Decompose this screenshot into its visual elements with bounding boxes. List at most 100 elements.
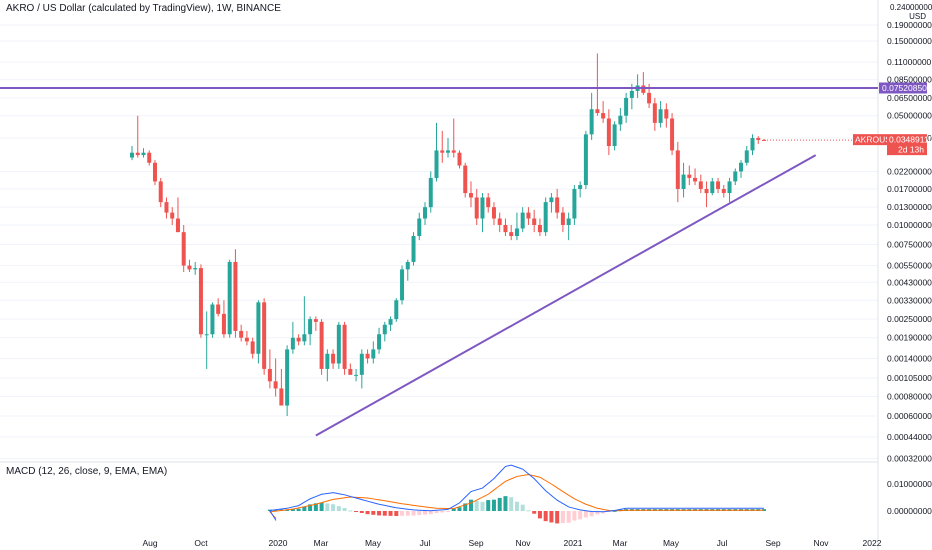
macd-histogram-bar: [583, 511, 588, 518]
candle-body: [181, 232, 186, 266]
candle-body: [704, 188, 709, 194]
macd-histogram-bar: [296, 508, 301, 511]
time-tick-label: Sep: [468, 538, 483, 548]
price-tick-label: 0.00105000: [887, 373, 932, 383]
candle-body: [733, 171, 738, 182]
candle-body: [652, 103, 657, 123]
candle-body: [543, 202, 548, 233]
price-tick-label: 0.01300000: [887, 202, 932, 212]
candle-body: [756, 138, 761, 140]
macd-histogram-bar: [325, 503, 330, 511]
candle-body: [417, 218, 422, 237]
candle-body: [256, 302, 261, 354]
time-tick-label: May: [663, 538, 680, 548]
candle-body: [359, 353, 364, 375]
time-tick-label: Jul: [420, 538, 431, 548]
time-tick-label: 2021: [564, 538, 583, 548]
candle-body: [302, 334, 307, 342]
candle-body: [583, 134, 588, 186]
candle-body: [744, 150, 749, 163]
time-tick-label: Nov: [813, 538, 829, 548]
price-tick-label: 0.00250000: [887, 314, 932, 324]
candle-body: [491, 207, 496, 219]
candle-body: [451, 150, 456, 153]
price-tick-label: 0.00330000: [887, 295, 932, 305]
candle-body: [509, 232, 514, 237]
candle-body: [739, 162, 744, 172]
candle-body: [423, 207, 428, 219]
top-partial-tick: 0.24000000: [890, 3, 932, 12]
macd-histogram-bar: [290, 508, 295, 511]
candle-body: [262, 302, 267, 369]
level-badge: [879, 82, 927, 94]
candle-body: [152, 162, 157, 182]
candle-body: [468, 193, 473, 198]
price-tick-label: 0.02200000: [887, 166, 932, 176]
candles: [130, 53, 766, 416]
symbol-badge-text: AKROUSD: [855, 135, 897, 145]
candle-body: [727, 181, 732, 194]
candle-body: [658, 109, 663, 123]
macd-histogram-bar: [468, 499, 473, 511]
macd-histogram-bar: [382, 511, 387, 516]
price-tick-label: 0.19000000: [887, 20, 932, 30]
candle-body: [175, 218, 180, 233]
candle-body: [267, 368, 272, 382]
support-trendline: [315, 154, 817, 437]
candle-body: [319, 321, 324, 369]
candle-body: [474, 197, 479, 219]
candle-body: [198, 268, 203, 335]
macd-histogram-bar: [451, 508, 456, 511]
macd-histogram-bar: [549, 511, 554, 523]
candle-body: [348, 368, 353, 375]
macd-histogram-bar: [440, 511, 445, 513]
candle-body: [497, 218, 502, 225]
macd-histogram-bar: [446, 511, 450, 512]
macd-tick-label: 0.01000000: [887, 479, 932, 489]
candle-body: [486, 197, 491, 208]
time-tick-label: Aug: [142, 538, 157, 548]
candle-body: [342, 324, 347, 369]
time-tick-label: May: [365, 538, 382, 548]
macd-histogram-bar: [331, 504, 336, 511]
macd-histogram-bar: [497, 497, 502, 511]
chart-title: AKRO / US Dollar (calculated by TradingV…: [6, 3, 281, 14]
candle-body: [618, 115, 623, 125]
candle-body: [233, 261, 238, 331]
candle-body: [434, 150, 439, 178]
candle-body: [290, 337, 295, 350]
macd-histogram-bar: [308, 504, 313, 511]
macd-histogram-bar: [354, 511, 359, 512]
macd-tick-label: 0.00000000: [887, 506, 932, 516]
candle-body: [158, 181, 163, 203]
countdown-badge-text: 2d 13h: [898, 145, 924, 155]
price-tick-label: 0.00190000: [887, 333, 932, 343]
candle-body: [371, 349, 376, 359]
candle-body: [606, 118, 611, 147]
candle-body: [440, 150, 445, 153]
candle-body: [560, 212, 565, 225]
candle-body: [365, 353, 370, 359]
price-badge-text: 0.03489110: [889, 135, 932, 145]
candle-body: [210, 304, 215, 335]
time-tick-label: Mar: [613, 538, 628, 548]
macd-histogram-bar: [394, 511, 399, 517]
candle-body: [325, 353, 330, 369]
macd-histogram-bar: [463, 503, 468, 511]
candle-body: [170, 212, 175, 219]
macd-histogram-bar: [509, 497, 514, 511]
candle-body: [204, 334, 209, 336]
time-tick-label: 2022: [863, 538, 882, 548]
macd-pane: 0.01000000 0.00000000: [267, 464, 932, 524]
time-axis: Aug Oct 2020 Mar May Jul Sep Nov 2021 Mar May Jul Se…: [142, 538, 881, 548]
candle-body: [750, 138, 755, 151]
macd-histogram-bar: [491, 499, 496, 511]
macd-histogram-bar: [578, 511, 583, 520]
candle-body: [664, 109, 669, 119]
macd-histogram-bar: [560, 511, 565, 524]
candle-body: [647, 92, 652, 104]
candle-body: [187, 265, 192, 270]
price-tick-label: 0.06500000: [887, 93, 932, 103]
candle-body: [463, 165, 468, 194]
